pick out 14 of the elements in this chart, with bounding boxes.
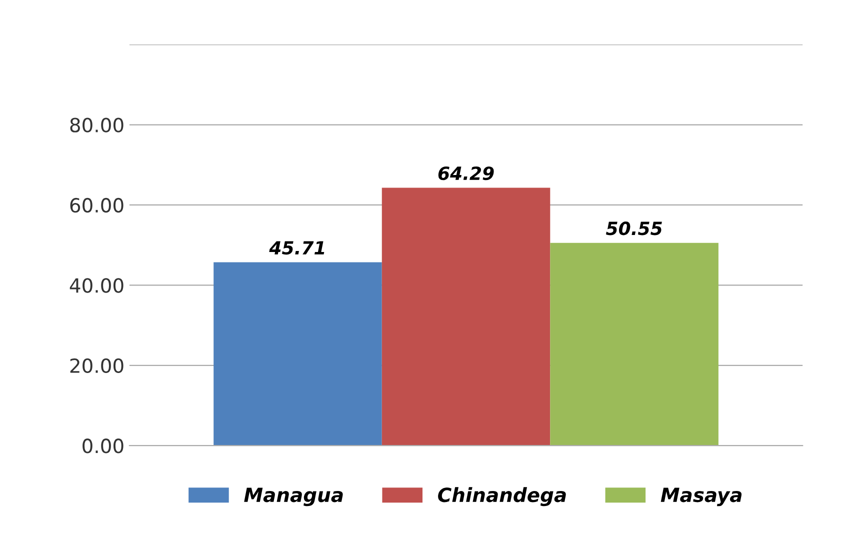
y-tick-label: 0.00 [82, 438, 124, 454]
y-tick-label: 80.00 [70, 118, 124, 132]
data-label: 64.29 [438, 166, 494, 180]
y-tick-label: 60.00 [70, 198, 124, 213]
bar [214, 262, 382, 446]
data-label: 50.55 [606, 222, 662, 236]
y-tick-label: 40.00 [70, 278, 124, 293]
data-label: 45.71 [269, 241, 324, 255]
legend-label: Managua [244, 488, 343, 506]
bar [382, 188, 550, 446]
legend-label: Chinandega [438, 487, 566, 506]
legend-label: Masaya [660, 488, 742, 506]
bar [550, 242, 718, 446]
y-tick-label: 20.00 [70, 358, 124, 374]
